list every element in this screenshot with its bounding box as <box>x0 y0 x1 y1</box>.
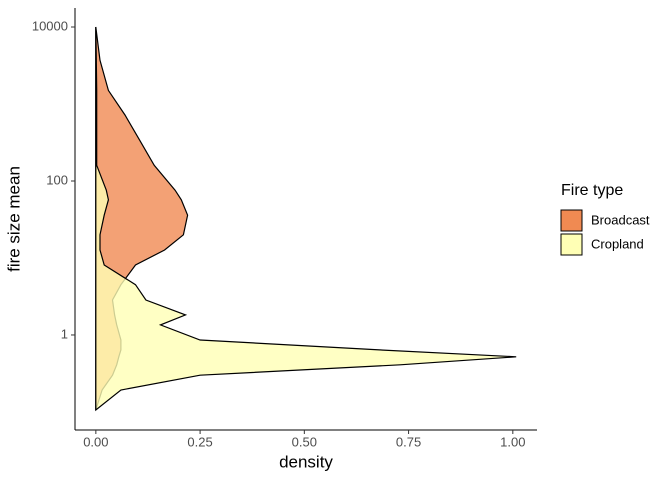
x-tick-label: 0.75 <box>396 434 421 449</box>
legend-title: Fire type <box>561 182 623 199</box>
x-axis-label: density <box>279 452 333 471</box>
density-area <box>95 26 517 412</box>
legend-key <box>560 233 583 256</box>
y-tick-label: 10000 <box>32 18 68 33</box>
legend-label: Broadcast <box>591 212 650 227</box>
y-axis-label: fire size mean <box>4 166 23 272</box>
x-tick-label: 0.50 <box>292 434 317 449</box>
legend-label: Cropland <box>591 236 644 251</box>
y-tick-label: 100 <box>46 172 68 187</box>
x-tick-label: 0.00 <box>83 434 108 449</box>
legend-key <box>560 209 583 232</box>
x-tick-label: 0.25 <box>187 434 212 449</box>
x-tick-label: 1.00 <box>500 434 525 449</box>
y-tick-label: 1 <box>61 326 68 341</box>
